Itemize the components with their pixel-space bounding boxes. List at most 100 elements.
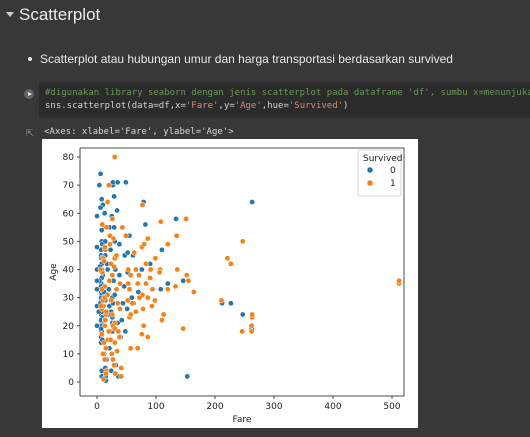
data-point-survived-1 xyxy=(98,303,104,309)
data-point-survived-0 xyxy=(101,210,108,217)
data-point-survived-1 xyxy=(107,241,113,248)
data-point-survived-0 xyxy=(124,306,130,312)
data-point-survived-1 xyxy=(144,235,151,242)
data-point-survived-0 xyxy=(104,266,111,273)
legend-label-1: 1 xyxy=(390,179,396,189)
data-point-survived-1 xyxy=(114,348,120,354)
data-point-survived-1 xyxy=(111,263,117,270)
data-point-survived-1 xyxy=(138,331,145,338)
data-point-survived-1 xyxy=(105,328,112,335)
legend-label-0: 0 xyxy=(390,166,396,176)
data-point-survived-0 xyxy=(118,317,125,323)
x-tick-label: 100 xyxy=(147,402,164,412)
data-point-survived-0 xyxy=(228,300,234,307)
data-point-survived-1 xyxy=(117,280,123,287)
collapse-chevron-icon[interactable] xyxy=(6,12,14,17)
data-point-survived-1 xyxy=(157,218,164,225)
data-point-survived-0 xyxy=(114,207,120,214)
y-tick-label: 70 xyxy=(63,181,75,191)
data-point-survived-0 xyxy=(98,196,105,203)
data-point-survived-1 xyxy=(151,297,158,304)
data-point-survived-1 xyxy=(147,275,153,281)
data-point-survived-1 xyxy=(159,317,165,323)
legend-marker-1 xyxy=(366,179,374,187)
data-point-survived-0 xyxy=(180,277,186,284)
data-point-survived-1 xyxy=(101,258,107,264)
data-point-survived-1 xyxy=(249,311,256,318)
data-point-survived-1 xyxy=(119,224,126,231)
data-point-survived-1 xyxy=(109,272,116,278)
data-point-survived-0 xyxy=(116,241,123,248)
run-cell-button[interactable] xyxy=(24,89,34,99)
x-tick-label: 400 xyxy=(324,402,341,412)
data-point-survived-1 xyxy=(133,266,139,273)
data-point-survived-0 xyxy=(184,373,191,380)
data-point-survived-1 xyxy=(105,182,112,188)
data-point-survived-1 xyxy=(129,300,136,307)
data-point-survived-1 xyxy=(110,235,117,242)
data-point-survived-1 xyxy=(103,370,109,377)
data-point-survived-1 xyxy=(239,328,245,335)
data-point-survived-1 xyxy=(134,280,141,287)
data-point-survived-0 xyxy=(121,283,127,290)
section-header[interactable]: Scatterplot xyxy=(0,0,530,34)
data-point-survived-1 xyxy=(101,339,107,346)
data-point-survived-0 xyxy=(123,179,129,186)
output-repr: <Axes: xlabel='Fare', ylabel='Age'> xyxy=(44,127,234,137)
data-point-survived-1 xyxy=(101,322,108,329)
data-point-survived-1 xyxy=(108,351,115,357)
data-point-survived-0 xyxy=(94,322,100,329)
data-point-survived-0 xyxy=(135,289,142,295)
markdown-bullet: Scatterplot atau hubungan umur dan harga… xyxy=(28,52,453,66)
data-point-survived-1 xyxy=(108,297,115,304)
data-point-survived-1 xyxy=(117,306,123,312)
data-point-survived-1 xyxy=(115,328,122,335)
data-point-survived-1 xyxy=(143,280,149,287)
scatter-plot: 0 100 200 300 400 500 0 10 20 30 40 50 60 70 80 Fare Age… xyxy=(42,139,418,428)
data-point-survived-1 xyxy=(110,356,116,363)
x-tick-label: 0 xyxy=(94,402,100,412)
code-cell[interactable]: #digunakan library seaborn dengan jenis … xyxy=(14,80,530,120)
data-point-survived-0 xyxy=(96,182,103,188)
x-tick-label: 300 xyxy=(265,402,282,412)
data-point-survived-1 xyxy=(127,311,134,318)
data-point-survived-1 xyxy=(134,345,141,352)
data-point-survived-1 xyxy=(124,297,131,304)
data-point-survived-1 xyxy=(133,308,139,315)
data-point-survived-1 xyxy=(104,291,111,298)
bullet-dot-icon xyxy=(28,56,32,61)
data-point-survived-1 xyxy=(106,277,113,284)
data-point-survived-1 xyxy=(102,317,109,323)
data-point-survived-1 xyxy=(396,277,402,284)
data-point-survived-0 xyxy=(105,286,112,293)
data-point-survived-1 xyxy=(144,294,151,301)
data-point-survived-1 xyxy=(239,238,246,245)
code-editor[interactable]: #digunakan library seaborn dengan jenis … xyxy=(39,82,530,118)
data-point-survived-1 xyxy=(164,241,171,248)
data-point-survived-0 xyxy=(128,294,135,301)
output-actions-icon[interactable]: ⇱ xyxy=(26,128,34,138)
data-point-survived-0 xyxy=(249,199,256,205)
legend-marker-0 xyxy=(366,166,374,174)
data-point-survived-1 xyxy=(111,339,118,346)
data-point-survived-1 xyxy=(111,154,118,160)
data-point-survived-1 xyxy=(118,373,125,380)
x-tick-label: 500 xyxy=(383,402,400,412)
data-point-survived-0 xyxy=(173,216,179,222)
data-point-survived-1 xyxy=(107,336,114,343)
data-point-survived-1 xyxy=(218,297,225,304)
data-point-survived-0 xyxy=(124,249,131,256)
data-point-survived-1 xyxy=(228,261,234,267)
data-point-survived-1 xyxy=(248,322,255,329)
data-point-survived-1 xyxy=(152,255,159,262)
data-point-survived-1 xyxy=(103,308,110,315)
y-axis-label: Age xyxy=(49,263,59,281)
data-point-survived-1 xyxy=(141,241,148,248)
data-point-survived-1 xyxy=(183,216,189,222)
data-point-survived-1 xyxy=(180,325,186,332)
data-point-survived-1 xyxy=(109,216,116,222)
data-point-survived-1 xyxy=(126,286,133,293)
data-point-survived-1 xyxy=(147,266,154,273)
data-point-survived-1 xyxy=(112,370,119,377)
data-point-survived-0 xyxy=(122,328,129,335)
